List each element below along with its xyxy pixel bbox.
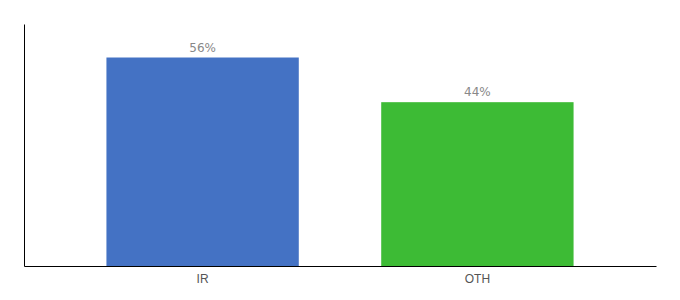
y-axis-line — [24, 25, 25, 267]
x-tick-label: OTH — [465, 272, 490, 286]
chart: IR OTH 56% 44% — [0, 0, 680, 300]
y-axis — [24, 25, 25, 267]
bars — [106, 58, 573, 266]
data-label: 56% — [189, 41, 216, 55]
data-label: 44% — [464, 85, 491, 99]
x-axis: IR OTH — [25, 266, 657, 286]
plot: IR OTH 56% 44% — [25, 25, 657, 286]
x-tick: OTH — [465, 266, 490, 286]
x-tick: IR — [197, 266, 209, 286]
bar — [381, 102, 573, 266]
x-tick-label: IR — [197, 272, 209, 286]
data-labels: 56% 44% — [189, 41, 490, 100]
x-axis-line — [25, 266, 657, 267]
bar — [106, 58, 298, 266]
